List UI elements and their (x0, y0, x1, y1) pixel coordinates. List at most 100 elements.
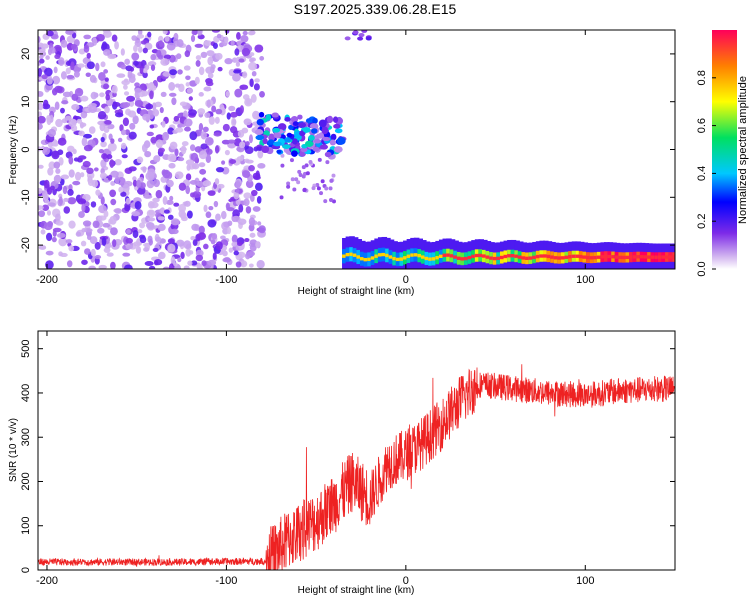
spectrogram-noise-cell (253, 83, 260, 91)
spectrogram-tone-cell (492, 256, 499, 261)
spectrogram-noise-cell (51, 236, 57, 243)
spectrogram-marks (38, 30, 675, 269)
spectrogram-noise-cell (160, 58, 170, 66)
spectrogram-tone-cell (550, 255, 556, 259)
spectrogram-noise-cell (38, 67, 43, 77)
spectrogram-tone-cell (442, 253, 449, 257)
snr-y-tick-label: 500 (20, 340, 32, 358)
spectrogram-tone-cell (593, 255, 599, 260)
spectrogram-noise-cell (67, 188, 74, 196)
spectrogram-noise-cell (235, 56, 241, 64)
spectrogram-noise-cell (79, 122, 87, 127)
spectrogram-noise-cell (151, 102, 157, 111)
spectrogram-tone-cell (403, 256, 409, 260)
spectrogram-noise-cell (190, 236, 196, 241)
spectrogram-noise-cell (211, 105, 217, 113)
spectrogram-tone-cell (557, 256, 563, 260)
spectrogram-noise-cell (207, 72, 214, 79)
spectrogram-noise-cell (190, 192, 195, 198)
spectrogram-noise-cell (108, 218, 113, 225)
spectrogram-noise-cell (158, 40, 164, 48)
spectrogram-noise-cell (78, 130, 85, 137)
spectrogram-blob-cell (255, 134, 265, 141)
spectrogram-noise-cell (133, 44, 138, 53)
spectrogram-noise-cell (83, 44, 90, 53)
spectrogram-blob-cell (271, 112, 279, 118)
spectrogram-noise-cell (89, 236, 98, 244)
spectrogram-noise-cell (216, 33, 222, 39)
spectrogram-noise-cell (133, 60, 139, 66)
spectrogram-noise-cell (220, 210, 227, 220)
spectrogram-noise-cell (170, 218, 180, 226)
spectrogram-blob-cell (292, 187, 297, 192)
spectrogram-blob-cell (265, 114, 272, 121)
spectrogram-noise-cell (213, 132, 222, 137)
spectrogram-noise-cell (67, 145, 75, 153)
spectrogram-noise-cell (221, 160, 226, 165)
spectrogram-noise-cell (198, 92, 204, 97)
spectrogram-tone-cell (589, 256, 596, 260)
spectrogram-noise-cell (141, 143, 148, 153)
spectrogram-noise-cell (245, 206, 252, 214)
spectrogram-noise-cell (100, 61, 106, 68)
spectrogram-noise-cell (83, 133, 92, 139)
spectrogram-noise-cell (256, 259, 265, 269)
spectrogram-noise-cell (155, 139, 163, 149)
spectrogram-noise-cell (234, 88, 243, 98)
spectrogram-noise-cell (114, 40, 119, 50)
spectrogram-tone-cell (392, 256, 398, 261)
snr-y-tick-label: 400 (20, 384, 32, 402)
spectrogram-noise-cell (81, 259, 88, 265)
spectrogram-noise-cell (40, 229, 46, 235)
snr-x-tick-label: -100 (215, 575, 237, 587)
spectrogram-tone-cell (446, 253, 452, 257)
spectrogram-noise-cell (96, 33, 105, 42)
spectrogram-noise-cell (239, 141, 246, 149)
spectrogram-y-tick-label: 0 (20, 146, 32, 152)
spectrogram-blob-cell (308, 160, 313, 165)
spectrogram-tone-cell (607, 254, 614, 259)
spectrogram-noise-cell (77, 63, 85, 68)
spectrogram-x-ticks: -200 -100 0 100 (36, 30, 594, 286)
spectrogram-noise-cell (76, 118, 83, 124)
spectrogram-noise-cell (167, 171, 173, 179)
spectrogram-noise-cell (104, 106, 110, 114)
spectrogram-noise-cell (83, 34, 92, 40)
spectrogram-noise-cell (259, 90, 265, 98)
snr-y-tick-label: 0 (20, 567, 32, 573)
spectrogram-noise-cell (257, 221, 262, 226)
spectrogram-noise-cell (139, 65, 144, 75)
spectrogram-noise-cell (114, 208, 122, 214)
spectrogram-tone-cell (428, 257, 434, 261)
spectrogram-tone-cell (424, 256, 431, 261)
spectrogram-noise-cell (154, 258, 163, 266)
spectrogram-noise-cell (258, 225, 266, 234)
spectrogram-noise-cell (132, 229, 139, 239)
spectrogram-tone-cell (546, 254, 553, 259)
spectrogram-blob-cell (312, 117, 318, 124)
colorbar-tick-label: 0.0 (696, 261, 708, 276)
spectrogram-noise-cell (259, 56, 265, 61)
spectrogram-noise-cell (242, 71, 248, 79)
spectrogram-noise-cell (215, 166, 225, 173)
spectrogram-blob-cell (254, 129, 264, 136)
spectrogram-blob-cell (268, 133, 275, 142)
spectrogram-noise-cell (167, 153, 177, 162)
spectrogram-noise-cell (192, 190, 202, 199)
spectrogram-noise-cell (152, 197, 160, 203)
spectrogram-blob-cell (297, 114, 303, 120)
spectrogram-tone-cell (621, 255, 628, 260)
spectrogram-noise-cell (228, 247, 234, 253)
spectrogram-noise-cell (194, 76, 200, 85)
spectrogram-noise-cell (208, 116, 215, 125)
spectrogram-noise-cell (214, 116, 220, 124)
spectrogram-noise-cell (244, 238, 250, 243)
spectrogram-blob-cell (308, 134, 315, 141)
spectrogram-x-tick-label: 100 (576, 274, 594, 286)
spectrogram-noise-cell (162, 30, 168, 35)
spectrogram-tone-cell (385, 253, 391, 258)
spectrogram-blob-cell (289, 158, 294, 163)
spectrogram-noise-cell (81, 227, 87, 233)
spectrogram-noise-cell (149, 201, 159, 209)
